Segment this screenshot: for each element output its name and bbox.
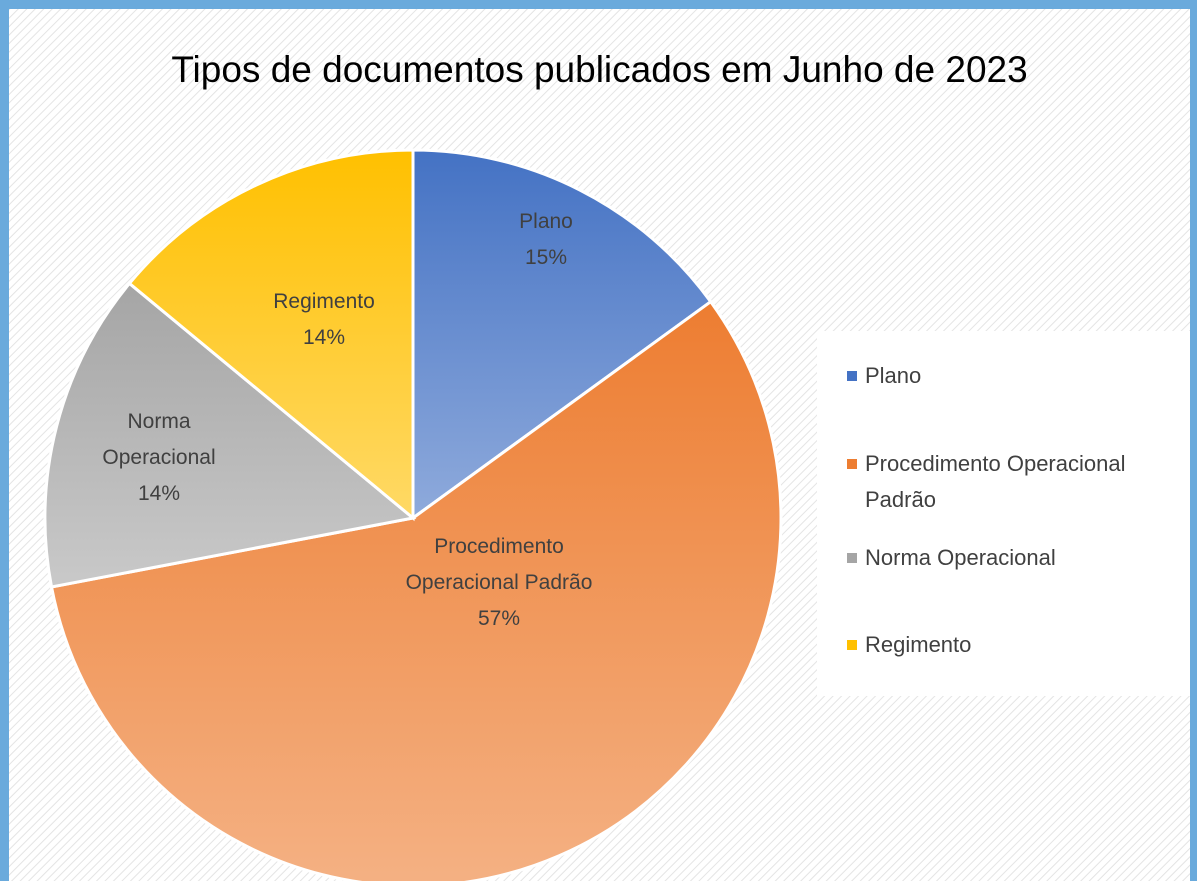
pie-slice	[127, 148, 415, 522]
data-label-name: Plano	[519, 210, 573, 233]
chart-title: Tipos de documentos publicados em Junho …	[171, 49, 1028, 90]
legend-label: Regimento	[865, 632, 972, 657]
legend-swatch	[847, 640, 857, 650]
data-label: Norma Operacional 14%	[79, 404, 239, 512]
legend-label: Plano	[865, 363, 922, 388]
data-label-value: 15%	[524, 246, 568, 269]
data-label-name: Regimento	[273, 290, 375, 313]
legend-label: Procedimento Operacional Padrão	[865, 451, 1126, 512]
legend: Plano Procedimento Operacional Padrão Norm…	[817, 331, 1190, 696]
data-label-value: 14%	[302, 326, 346, 349]
pie-slice	[49, 299, 783, 881]
data-label-name: Procedimento Operacional Padrão	[405, 535, 593, 594]
data-label: Plano 15%	[481, 204, 611, 276]
legend-swatch	[847, 371, 857, 381]
data-label-name: Norma Operacional	[102, 410, 216, 469]
pie-slice	[411, 148, 713, 521]
data-label: Procedimento Operacional Padrão 57%	[399, 529, 599, 637]
data-label: Regimento 14%	[249, 284, 399, 356]
legend-label: Norma Operacional	[865, 545, 1056, 570]
data-label-value: 57%	[477, 607, 521, 630]
legend-swatch	[847, 459, 857, 469]
pie-slice	[43, 281, 417, 589]
data-label-value: 14%	[137, 482, 181, 505]
legend-swatch	[847, 553, 857, 563]
chart-area: Tipos de documentos publicados em Junho …	[9, 9, 1190, 881]
